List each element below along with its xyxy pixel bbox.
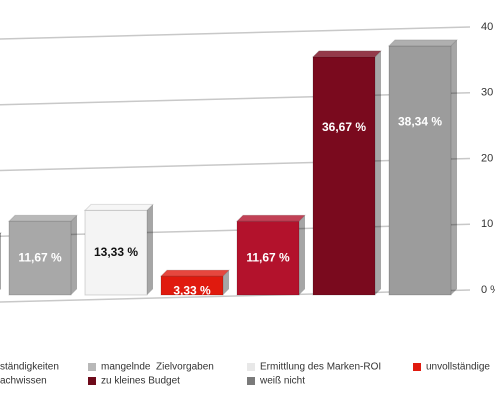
- legend-swatch: [247, 363, 255, 371]
- y-tick-label: 10: [481, 218, 493, 230]
- bar: [159, 269, 231, 296]
- y-tick-label: 0 %: [481, 284, 495, 296]
- bar-top: [83, 203, 155, 211]
- bar: [235, 214, 307, 296]
- value-label: 38,34 %: [398, 115, 442, 129]
- value-label: 36,67 %: [322, 120, 366, 134]
- bar-front: [84, 209, 148, 296]
- value-label: 13,33 %: [94, 245, 138, 259]
- grid-line: [0, 26, 471, 40]
- legend-label: unvollständige: [426, 362, 490, 373]
- bar-top: [0, 232, 3, 235]
- legend-label: Ermittlung des Marken-ROI: [260, 362, 381, 373]
- bar-front: [8, 220, 72, 296]
- legend-swatch: [247, 377, 255, 385]
- y-tick-label: 30: [481, 87, 493, 99]
- bar: [0, 232, 3, 290]
- y-tick-label: 40: [481, 21, 493, 33]
- legend-label: mangelnde Zielvorgaben: [101, 362, 214, 373]
- bar-top: [235, 214, 307, 222]
- bar-side: [299, 215, 305, 295]
- value-label: 11,67 %: [18, 250, 62, 264]
- value-label: 11,67 %: [246, 250, 290, 264]
- bar-side: [0, 232, 1, 290]
- legend-label: weiß nicht: [259, 376, 305, 387]
- value-label: 3,33 %: [173, 283, 211, 297]
- bar-side: [147, 204, 153, 295]
- bar: [311, 50, 383, 296]
- legend-swatch: [413, 363, 421, 371]
- bar: [83, 203, 155, 296]
- bar-side: [375, 50, 381, 296]
- bar-top: [7, 214, 79, 222]
- bar: [7, 214, 79, 296]
- bar-side: [223, 270, 229, 295]
- bar-front: [388, 45, 452, 296]
- bar-top: [387, 39, 459, 47]
- bar-front: [312, 56, 376, 296]
- legend-label: ständigkeiten: [0, 362, 59, 373]
- legend-label: zu kleines Budget: [101, 376, 180, 387]
- bar-side: [71, 215, 77, 295]
- y-tick-label: 20: [481, 152, 493, 164]
- legend-swatch: [88, 377, 96, 385]
- legend-label: achwissen: [0, 376, 47, 387]
- bar: [387, 39, 459, 296]
- bar-top: [311, 50, 383, 58]
- bar-top: [159, 269, 231, 277]
- bar-side: [451, 39, 457, 295]
- legend-swatch: [88, 363, 96, 371]
- bar-front: [236, 220, 300, 296]
